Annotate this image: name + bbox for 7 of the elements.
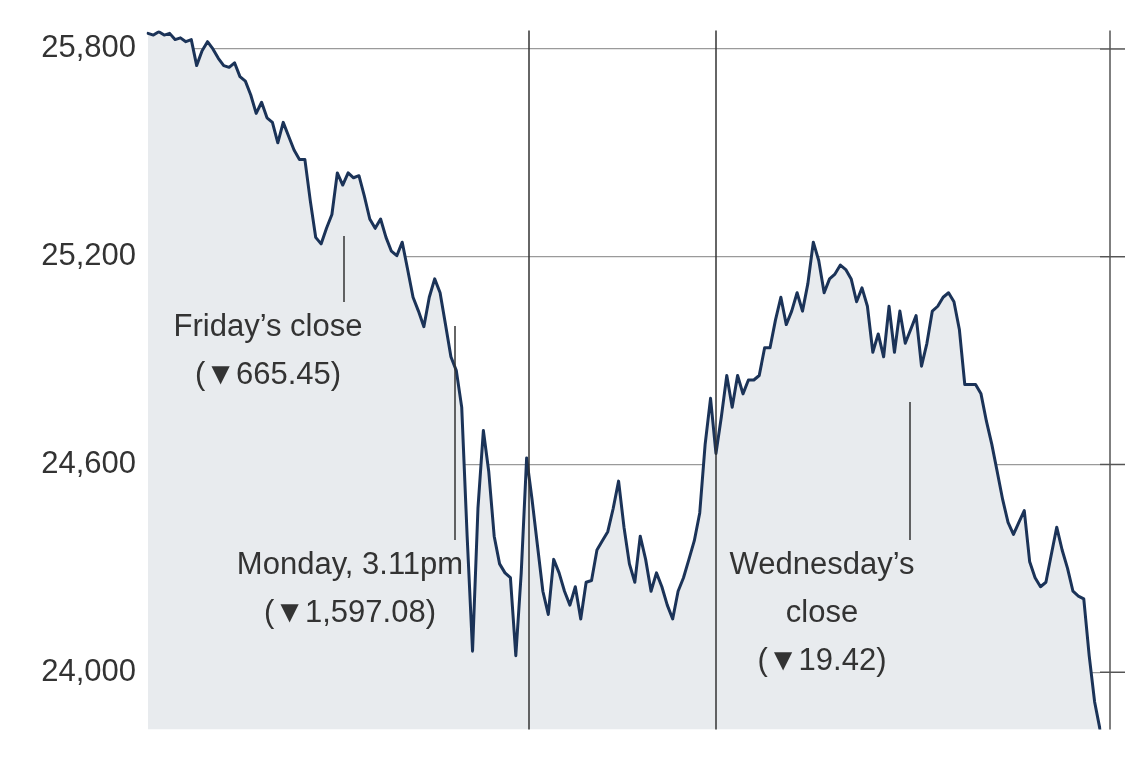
annotation: Friday’s close (▼665.45) xyxy=(173,308,363,391)
annotation: Monday, 3.11pm (▼1,597.08) xyxy=(236,546,464,629)
annotation: Wednesday’s close (▼19.42) xyxy=(729,546,915,677)
y-tick-label: 24,000 xyxy=(41,652,136,688)
y-tick-label: 25,800 xyxy=(41,29,136,65)
y-tick-label: 24,600 xyxy=(41,445,136,481)
y-tick-label: 25,200 xyxy=(41,237,136,273)
